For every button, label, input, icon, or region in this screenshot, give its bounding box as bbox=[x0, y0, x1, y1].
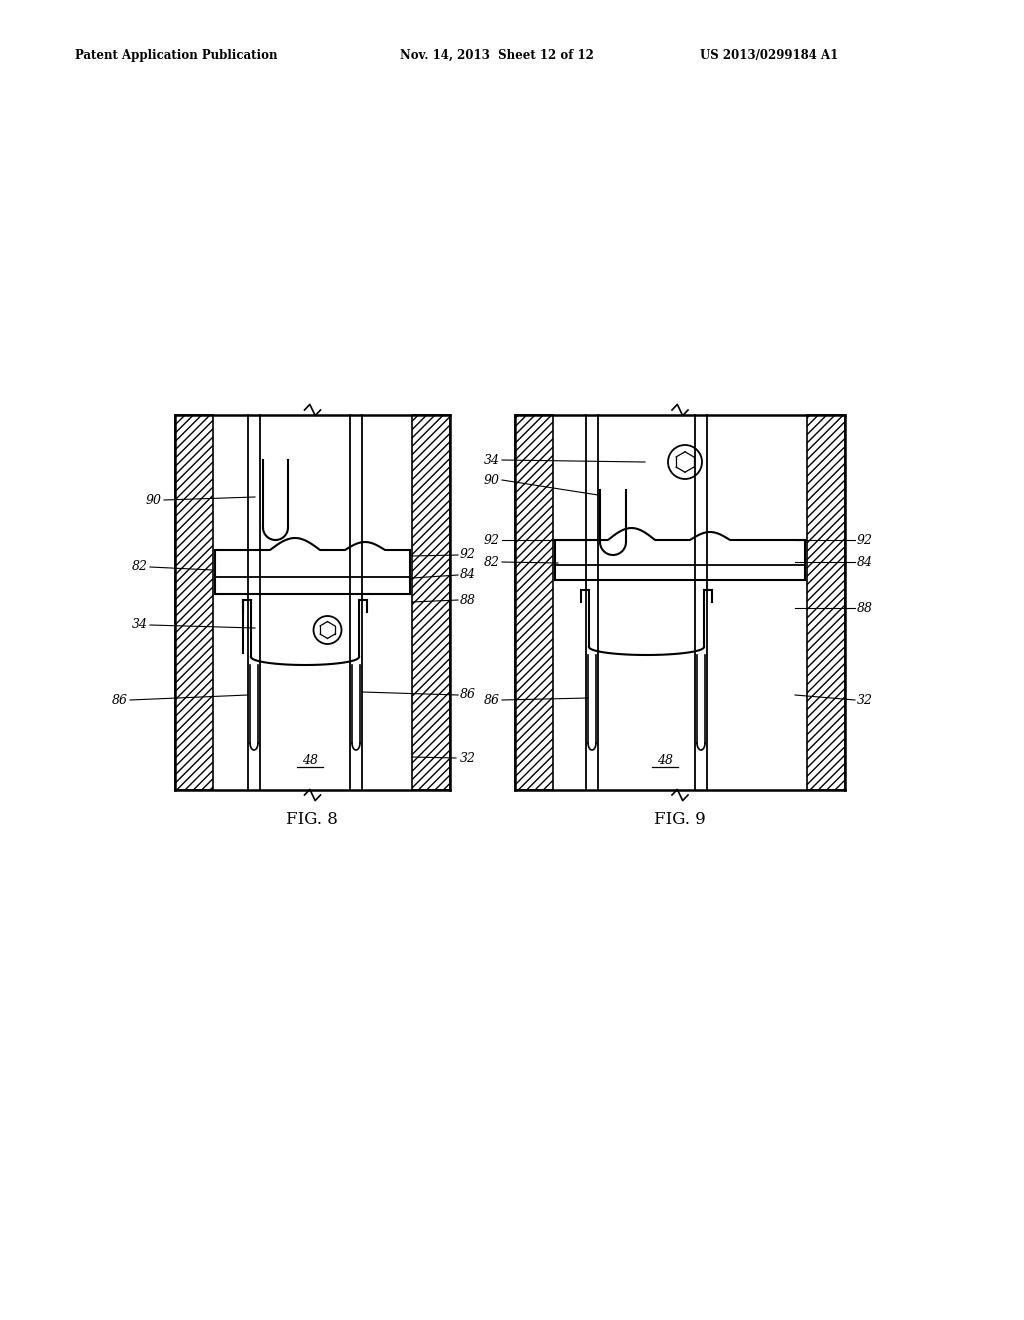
Text: 92: 92 bbox=[484, 533, 500, 546]
Text: 82: 82 bbox=[484, 556, 500, 569]
Text: Patent Application Publication: Patent Application Publication bbox=[75, 49, 278, 62]
Bar bbox=[175, 414, 213, 789]
Text: 92: 92 bbox=[857, 533, 873, 546]
Text: 84: 84 bbox=[460, 569, 476, 582]
Bar bbox=[807, 414, 845, 789]
Text: 34: 34 bbox=[132, 619, 148, 631]
Text: 84: 84 bbox=[857, 556, 873, 569]
Text: 48: 48 bbox=[302, 754, 318, 767]
Text: 32: 32 bbox=[857, 693, 873, 706]
Text: Nov. 14, 2013  Sheet 12 of 12: Nov. 14, 2013 Sheet 12 of 12 bbox=[400, 49, 594, 62]
Text: FIG. 9: FIG. 9 bbox=[654, 812, 706, 829]
Text: 90: 90 bbox=[484, 474, 500, 487]
Text: 92: 92 bbox=[460, 549, 476, 561]
Text: US 2013/0299184 A1: US 2013/0299184 A1 bbox=[700, 49, 839, 62]
Bar bbox=[515, 414, 553, 789]
Bar bbox=[412, 414, 450, 789]
Text: 34: 34 bbox=[484, 454, 500, 466]
Text: 32: 32 bbox=[460, 751, 476, 764]
Text: 90: 90 bbox=[146, 494, 162, 507]
Text: 88: 88 bbox=[460, 594, 476, 606]
Text: 86: 86 bbox=[484, 693, 500, 706]
Text: 86: 86 bbox=[112, 693, 128, 706]
Text: 86: 86 bbox=[460, 689, 476, 701]
Text: 82: 82 bbox=[132, 561, 148, 573]
Text: 88: 88 bbox=[857, 602, 873, 615]
Text: FIG. 8: FIG. 8 bbox=[286, 812, 338, 829]
Text: 48: 48 bbox=[657, 754, 673, 767]
